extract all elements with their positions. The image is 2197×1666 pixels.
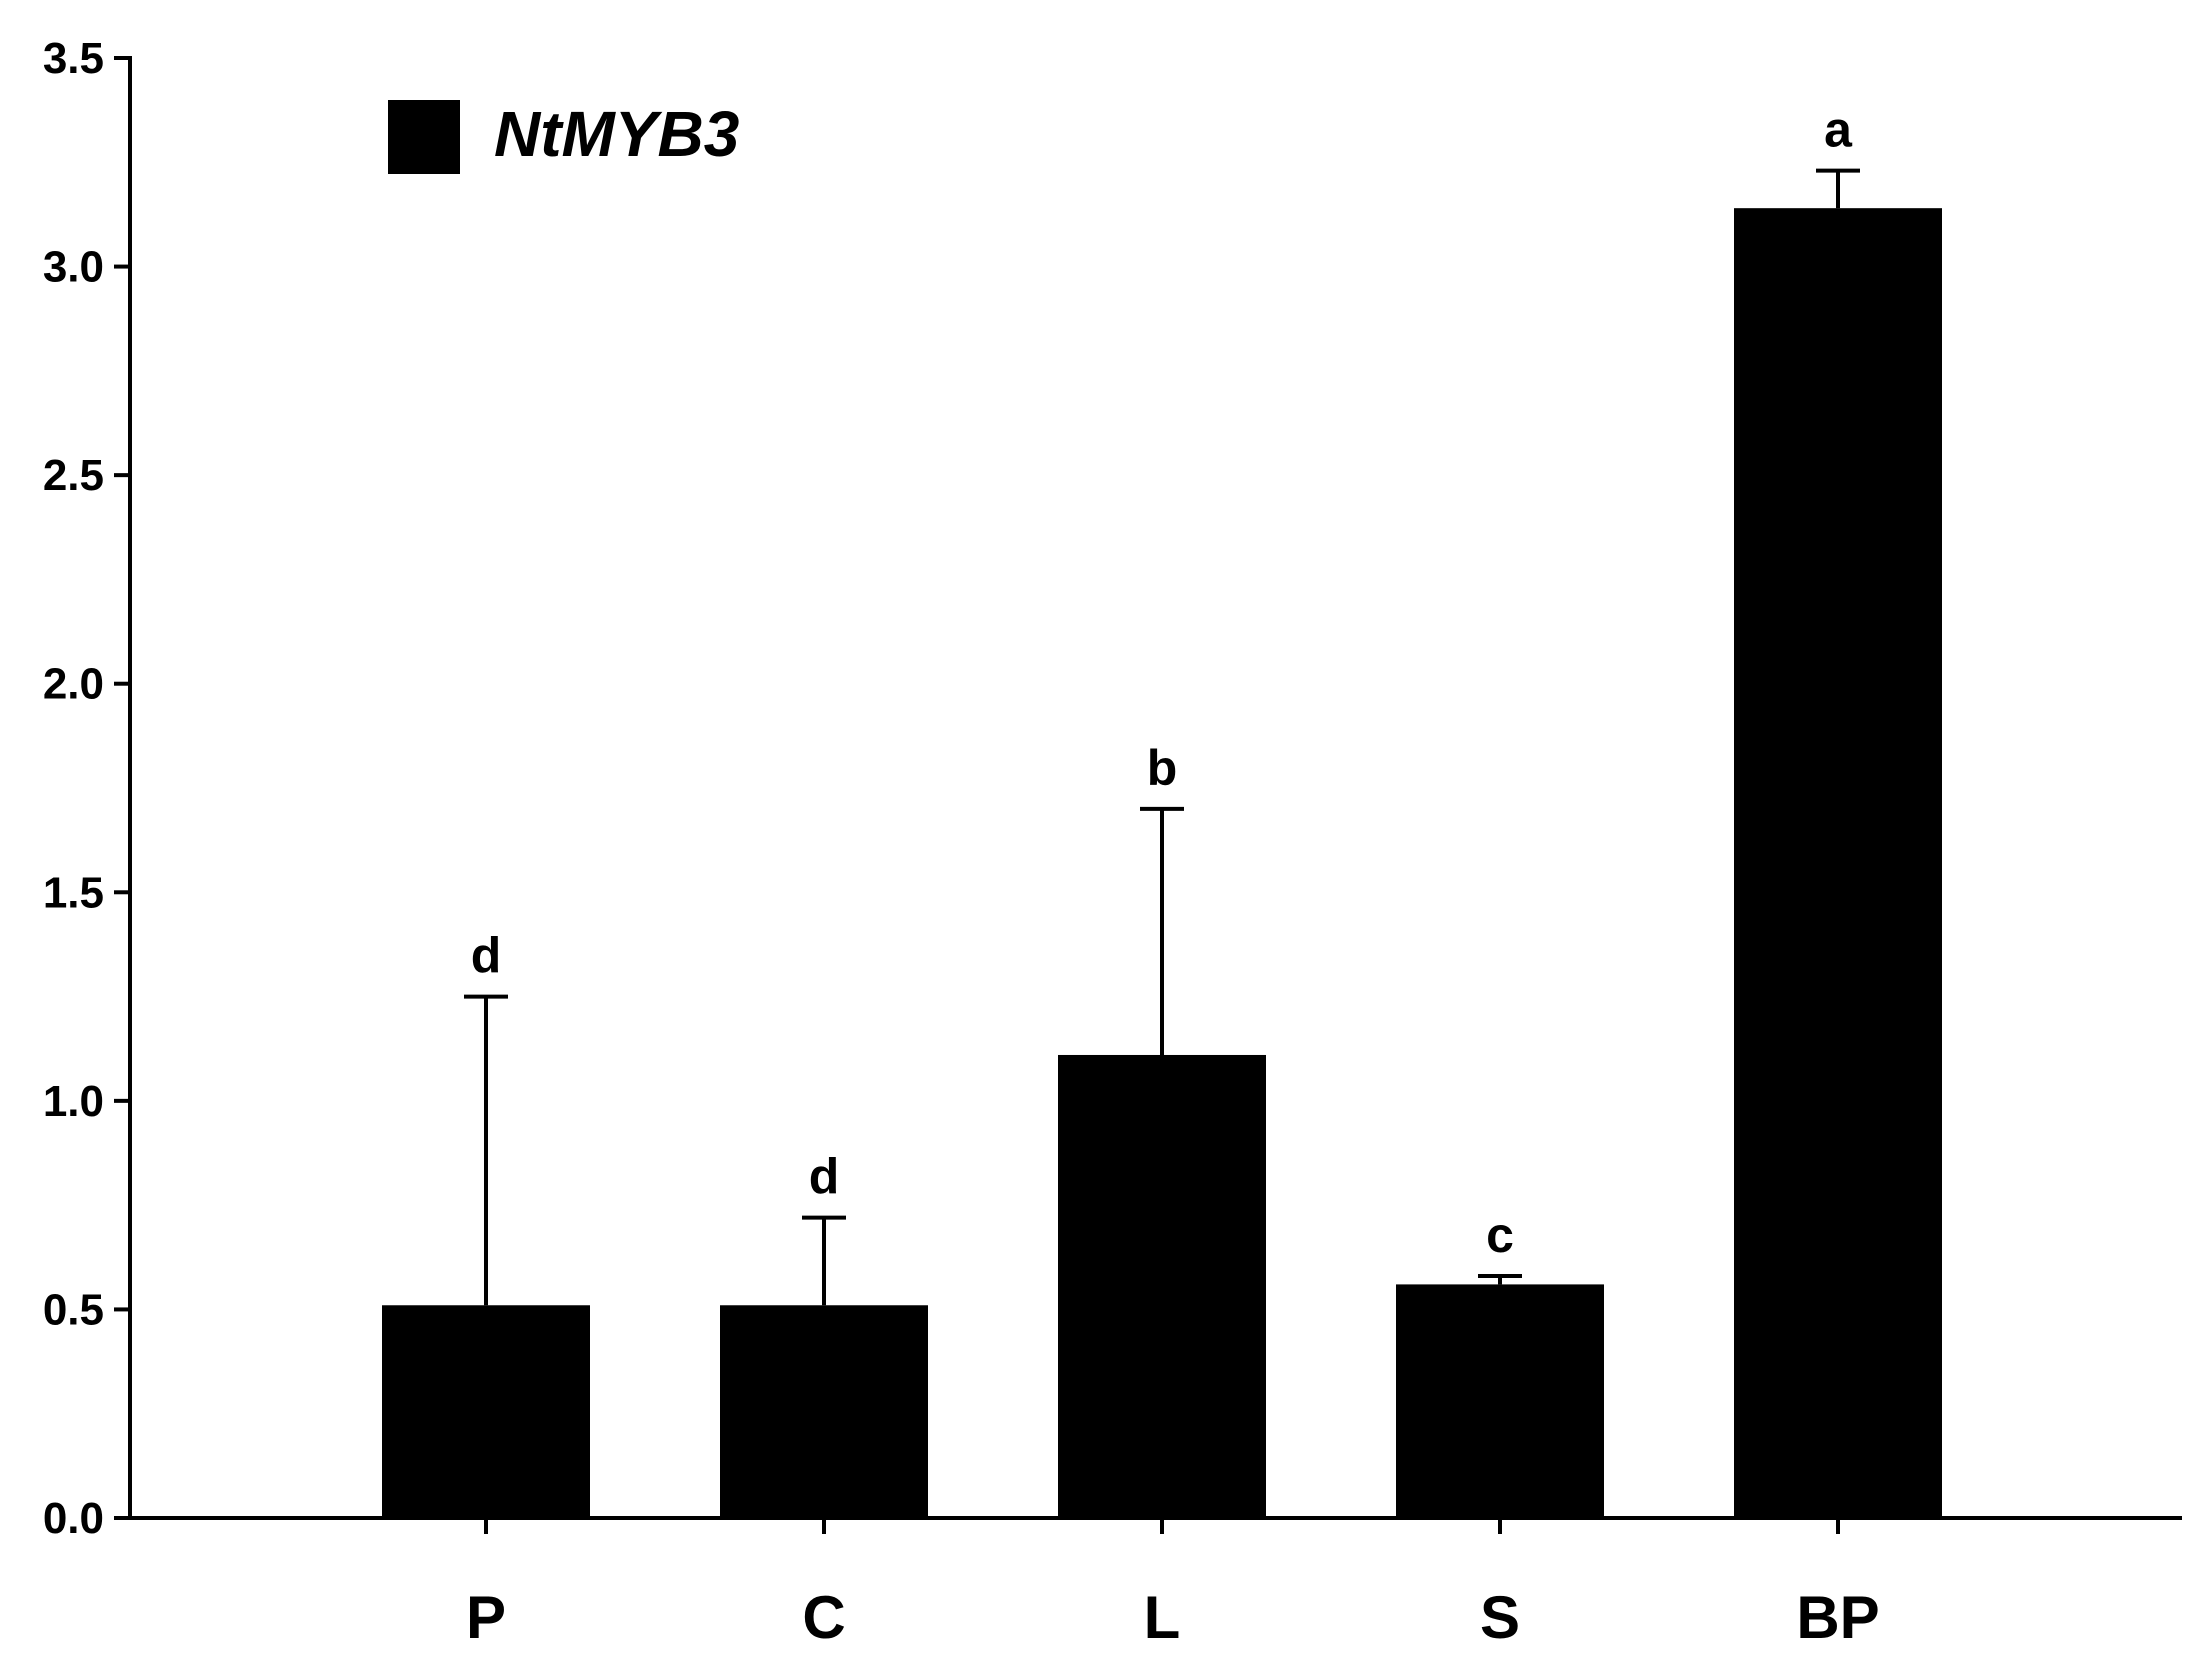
- x-tick-label-c: C: [802, 1584, 845, 1651]
- legend-label: NtMYB3: [494, 98, 739, 170]
- x-tick-label-l: L: [1144, 1584, 1181, 1651]
- x-axis-labels: P C L S BP: [466, 1518, 1880, 1651]
- bar-p: [382, 1305, 590, 1518]
- bar-bp: [1734, 208, 1942, 1519]
- bar-s: [1396, 1284, 1604, 1518]
- legend-swatch: [388, 100, 460, 174]
- y-tick-label: 2.5: [43, 451, 104, 500]
- x-tick-label-p: P: [466, 1584, 506, 1651]
- y-tick-label: 0.0: [43, 1494, 104, 1543]
- significance-label-bp: a: [1824, 102, 1853, 158]
- x-tick-label-s: S: [1480, 1584, 1520, 1651]
- y-axis-ticks: 0.0 0.5 1.0 1.5 2.0 2.5 3.0 3.5: [43, 34, 130, 1543]
- y-tick-label: 2.0: [43, 660, 104, 709]
- y-tick-label: 3.0: [43, 243, 104, 292]
- error-bars: [464, 168, 1860, 1306]
- y-tick-label: 0.5: [43, 1285, 104, 1334]
- significance-label-p: d: [471, 928, 502, 984]
- legend: NtMYB3: [388, 98, 739, 174]
- bar-c: [720, 1305, 928, 1518]
- bar-l: [1058, 1054, 1266, 1518]
- y-tick-label: 3.5: [43, 34, 104, 83]
- bars: [382, 208, 1942, 1519]
- y-tick-label: 1.0: [43, 1077, 104, 1126]
- significance-label-l: b: [1147, 740, 1178, 796]
- significance-labels: d d b c a: [471, 102, 1853, 1263]
- x-tick-label-bp: BP: [1796, 1584, 1879, 1651]
- significance-label-c: d: [809, 1149, 840, 1205]
- y-tick-label: 1.5: [43, 868, 104, 917]
- significance-label-s: c: [1486, 1207, 1514, 1263]
